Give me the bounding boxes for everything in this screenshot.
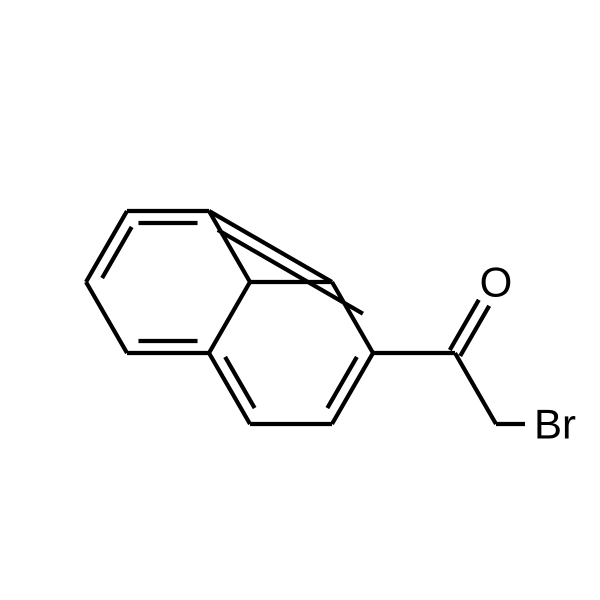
chemical-structure-canvas: O Br	[0, 0, 600, 600]
atom-label-o: O	[480, 259, 513, 306]
bond	[86, 211, 132, 282]
bond	[209, 353, 255, 424]
bond	[127, 341, 209, 353]
bond	[327, 353, 373, 424]
bond	[455, 353, 496, 424]
bond	[86, 282, 127, 353]
bond	[209, 282, 250, 353]
bond	[127, 211, 209, 223]
atom-label-br: Br	[534, 401, 576, 448]
bond	[450, 300, 489, 356]
bond	[332, 282, 373, 353]
